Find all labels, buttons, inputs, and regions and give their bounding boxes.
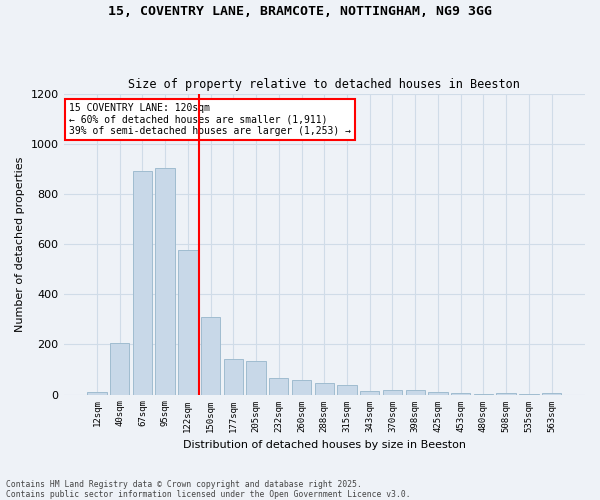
Bar	[178, 250, 197, 394]
Bar	[201, 317, 220, 394]
Bar	[360, 391, 379, 394]
Bar	[337, 384, 356, 394]
Bar	[110, 343, 130, 394]
Text: Contains HM Land Registry data © Crown copyright and database right 2025.
Contai: Contains HM Land Registry data © Crown c…	[6, 480, 410, 499]
Text: 15, COVENTRY LANE, BRAMCOTE, NOTTINGHAM, NG9 3GG: 15, COVENTRY LANE, BRAMCOTE, NOTTINGHAM,…	[108, 5, 492, 18]
Bar	[542, 392, 561, 394]
Bar	[496, 393, 516, 394]
Bar	[87, 392, 107, 394]
Bar	[406, 390, 425, 394]
Bar	[428, 392, 448, 394]
Y-axis label: Number of detached properties: Number of detached properties	[15, 156, 25, 332]
Text: 15 COVENTRY LANE: 120sqm
← 60% of detached houses are smaller (1,911)
39% of sem: 15 COVENTRY LANE: 120sqm ← 60% of detach…	[69, 102, 351, 136]
Bar	[224, 360, 243, 394]
Bar	[247, 360, 266, 394]
Bar	[314, 384, 334, 394]
Bar	[133, 172, 152, 394]
Bar	[383, 390, 402, 394]
X-axis label: Distribution of detached houses by size in Beeston: Distribution of detached houses by size …	[183, 440, 466, 450]
Bar	[292, 380, 311, 394]
Title: Size of property relative to detached houses in Beeston: Size of property relative to detached ho…	[128, 78, 520, 91]
Bar	[155, 168, 175, 394]
Bar	[269, 378, 289, 394]
